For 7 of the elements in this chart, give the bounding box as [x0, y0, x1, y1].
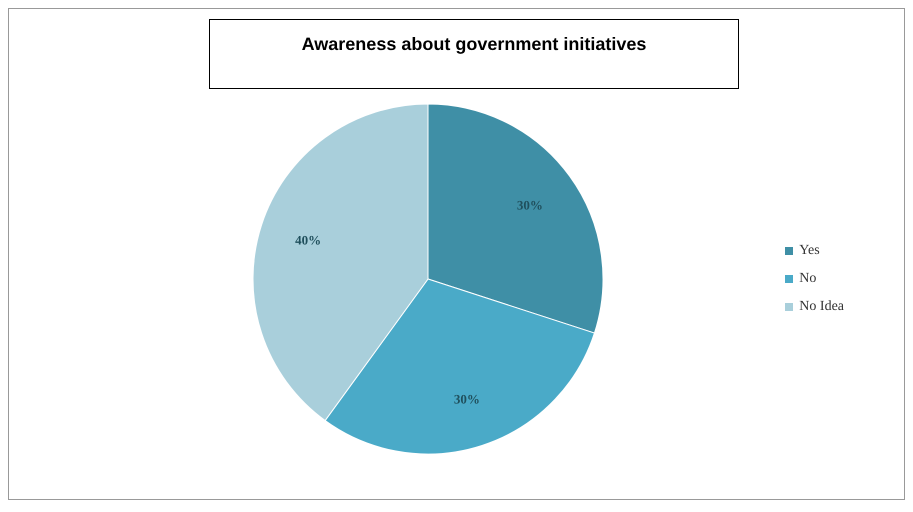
chart-title: Awareness about government initiatives [209, 19, 739, 89]
data-label: 40% [295, 232, 322, 248]
legend-label: No [799, 270, 816, 288]
legend-label: Yes [799, 242, 820, 260]
legend-label: No Idea [799, 298, 844, 316]
data-label: 30% [454, 391, 480, 406]
data-label: 30% [516, 197, 543, 212]
